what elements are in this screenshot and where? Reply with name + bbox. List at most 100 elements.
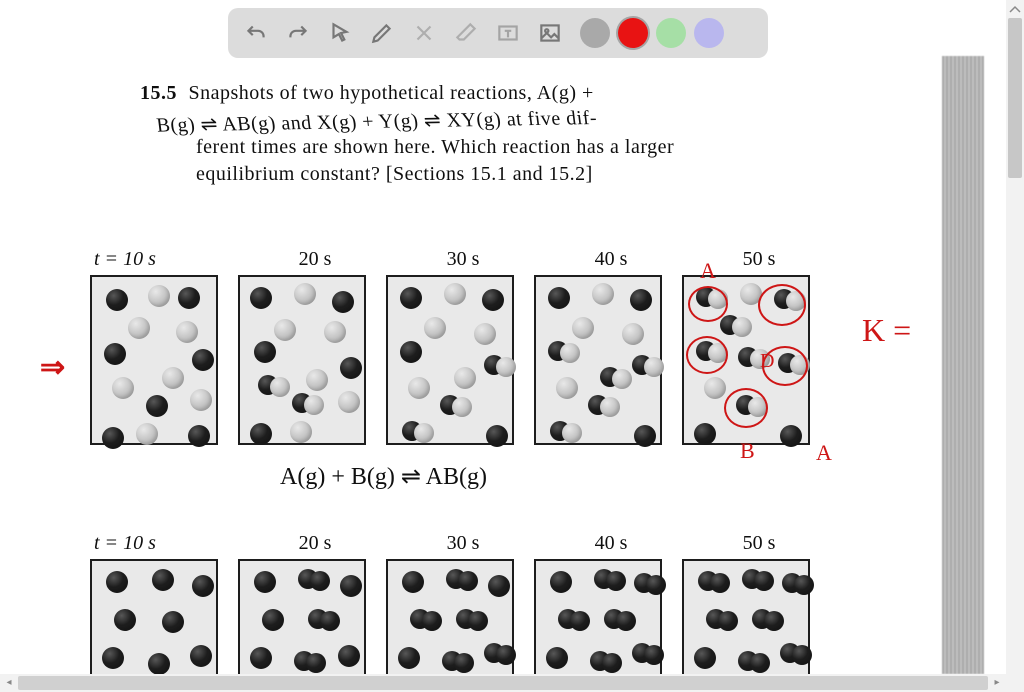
particle-pair	[294, 651, 328, 673]
tlabel: 50 s	[704, 532, 814, 555]
particle-pair	[292, 393, 326, 415]
particle-pair	[558, 609, 592, 631]
tlabel: 40 s	[556, 248, 666, 271]
particle-light	[556, 377, 578, 399]
eraser-button[interactable]	[448, 15, 484, 51]
particle-dark	[398, 647, 420, 669]
anno-circle	[758, 284, 806, 326]
particle-dark	[482, 289, 504, 311]
particle-pair	[742, 569, 776, 591]
particle-dark	[550, 571, 572, 593]
vertical-scrollbar[interactable]	[1006, 0, 1024, 674]
tools-icon	[411, 20, 437, 46]
particle-light	[294, 283, 316, 305]
scroll-right-button[interactable]: ▸	[988, 674, 1006, 692]
particle-light	[176, 321, 198, 343]
vscroll-thumb[interactable]	[1008, 18, 1022, 178]
particle-pair	[588, 395, 622, 417]
tools-button[interactable]	[406, 15, 442, 51]
textbox-button[interactable]	[490, 15, 526, 51]
particle-pair	[782, 573, 816, 595]
tlabel: 30 s	[408, 532, 518, 555]
molecule-box	[238, 275, 366, 445]
anno-red-circles	[682, 280, 822, 460]
molecule-box	[90, 559, 218, 677]
particle-dark	[630, 289, 652, 311]
particle-dark	[162, 611, 184, 633]
tlabel: 40 s	[556, 532, 666, 555]
particle-light	[148, 285, 170, 307]
image-icon	[537, 20, 563, 46]
particle-dark	[146, 395, 168, 417]
particle-pair	[706, 609, 740, 631]
image-button[interactable]	[532, 15, 568, 51]
particle-pair	[600, 367, 634, 389]
particle-pair	[484, 643, 518, 665]
anno-circle	[686, 336, 728, 374]
particle-light	[592, 283, 614, 305]
particle-light	[136, 423, 158, 445]
tlabel: t = 10 s	[94, 532, 222, 555]
particle-pair	[446, 569, 480, 591]
particle-dark	[152, 569, 174, 591]
redo-icon	[285, 20, 311, 46]
particle-dark	[106, 571, 128, 593]
pen-icon	[369, 20, 395, 46]
particle-pair	[440, 395, 474, 417]
particle-dark	[192, 575, 214, 597]
molecule-box	[238, 559, 366, 677]
molecule-box	[386, 559, 514, 677]
particle-dark	[340, 357, 362, 379]
particle-dark	[250, 287, 272, 309]
color-swatches	[580, 18, 724, 48]
color-swatch[interactable]	[656, 18, 686, 48]
particle-pair	[632, 355, 666, 377]
color-swatch[interactable]	[694, 18, 724, 48]
particle-dark	[694, 647, 716, 669]
particle-light	[444, 283, 466, 305]
particle-pair	[484, 355, 518, 377]
scroll-up-button[interactable]	[1006, 0, 1024, 18]
particle-pair	[548, 341, 582, 363]
color-swatch[interactable]	[580, 18, 610, 48]
anno-circle	[724, 388, 768, 428]
particle-light	[190, 389, 212, 411]
particle-light	[338, 391, 360, 413]
problem-line1: Snapshots of two hypothetical reactions,…	[189, 82, 594, 104]
molecule-box	[386, 275, 514, 445]
particle-pair	[752, 609, 786, 631]
pointer-button[interactable]	[322, 15, 358, 51]
particle-dark	[188, 425, 210, 447]
particle-dark	[548, 287, 570, 309]
particle-dark	[488, 575, 510, 597]
particle-pair	[402, 421, 436, 443]
particle-pair	[632, 643, 666, 665]
hscroll-thumb[interactable]	[18, 676, 988, 690]
book-spine-edge	[942, 56, 984, 674]
particle-light	[162, 367, 184, 389]
pen-button[interactable]	[364, 15, 400, 51]
molecule-box	[534, 275, 662, 445]
particle-light	[474, 323, 496, 345]
particle-light	[408, 377, 430, 399]
particle-light	[324, 321, 346, 343]
particle-light	[306, 369, 328, 391]
annotation-toolbar	[228, 8, 768, 58]
tlabel: t = 10 s	[94, 248, 222, 271]
color-swatch[interactable]	[618, 18, 648, 48]
pointer-icon	[327, 20, 353, 46]
time-labels-row2: t = 10 s 20 s 30 s 40 s 50 s	[94, 532, 814, 555]
particle-dark	[340, 575, 362, 597]
molecule-box	[534, 559, 662, 677]
anno-k-equals: K =	[862, 312, 911, 349]
problem-text: 15.5 Snapshots of two hypothetical react…	[140, 80, 860, 188]
undo-button[interactable]	[238, 15, 274, 51]
scroll-left-button[interactable]: ◂	[0, 674, 18, 692]
particle-light	[112, 377, 134, 399]
particle-dark	[254, 571, 276, 593]
particle-pair	[410, 609, 444, 631]
redo-button[interactable]	[280, 15, 316, 51]
particle-dark	[254, 341, 276, 363]
horizontal-scrollbar[interactable]: ◂ ▸	[0, 674, 1024, 692]
particle-dark	[114, 609, 136, 631]
